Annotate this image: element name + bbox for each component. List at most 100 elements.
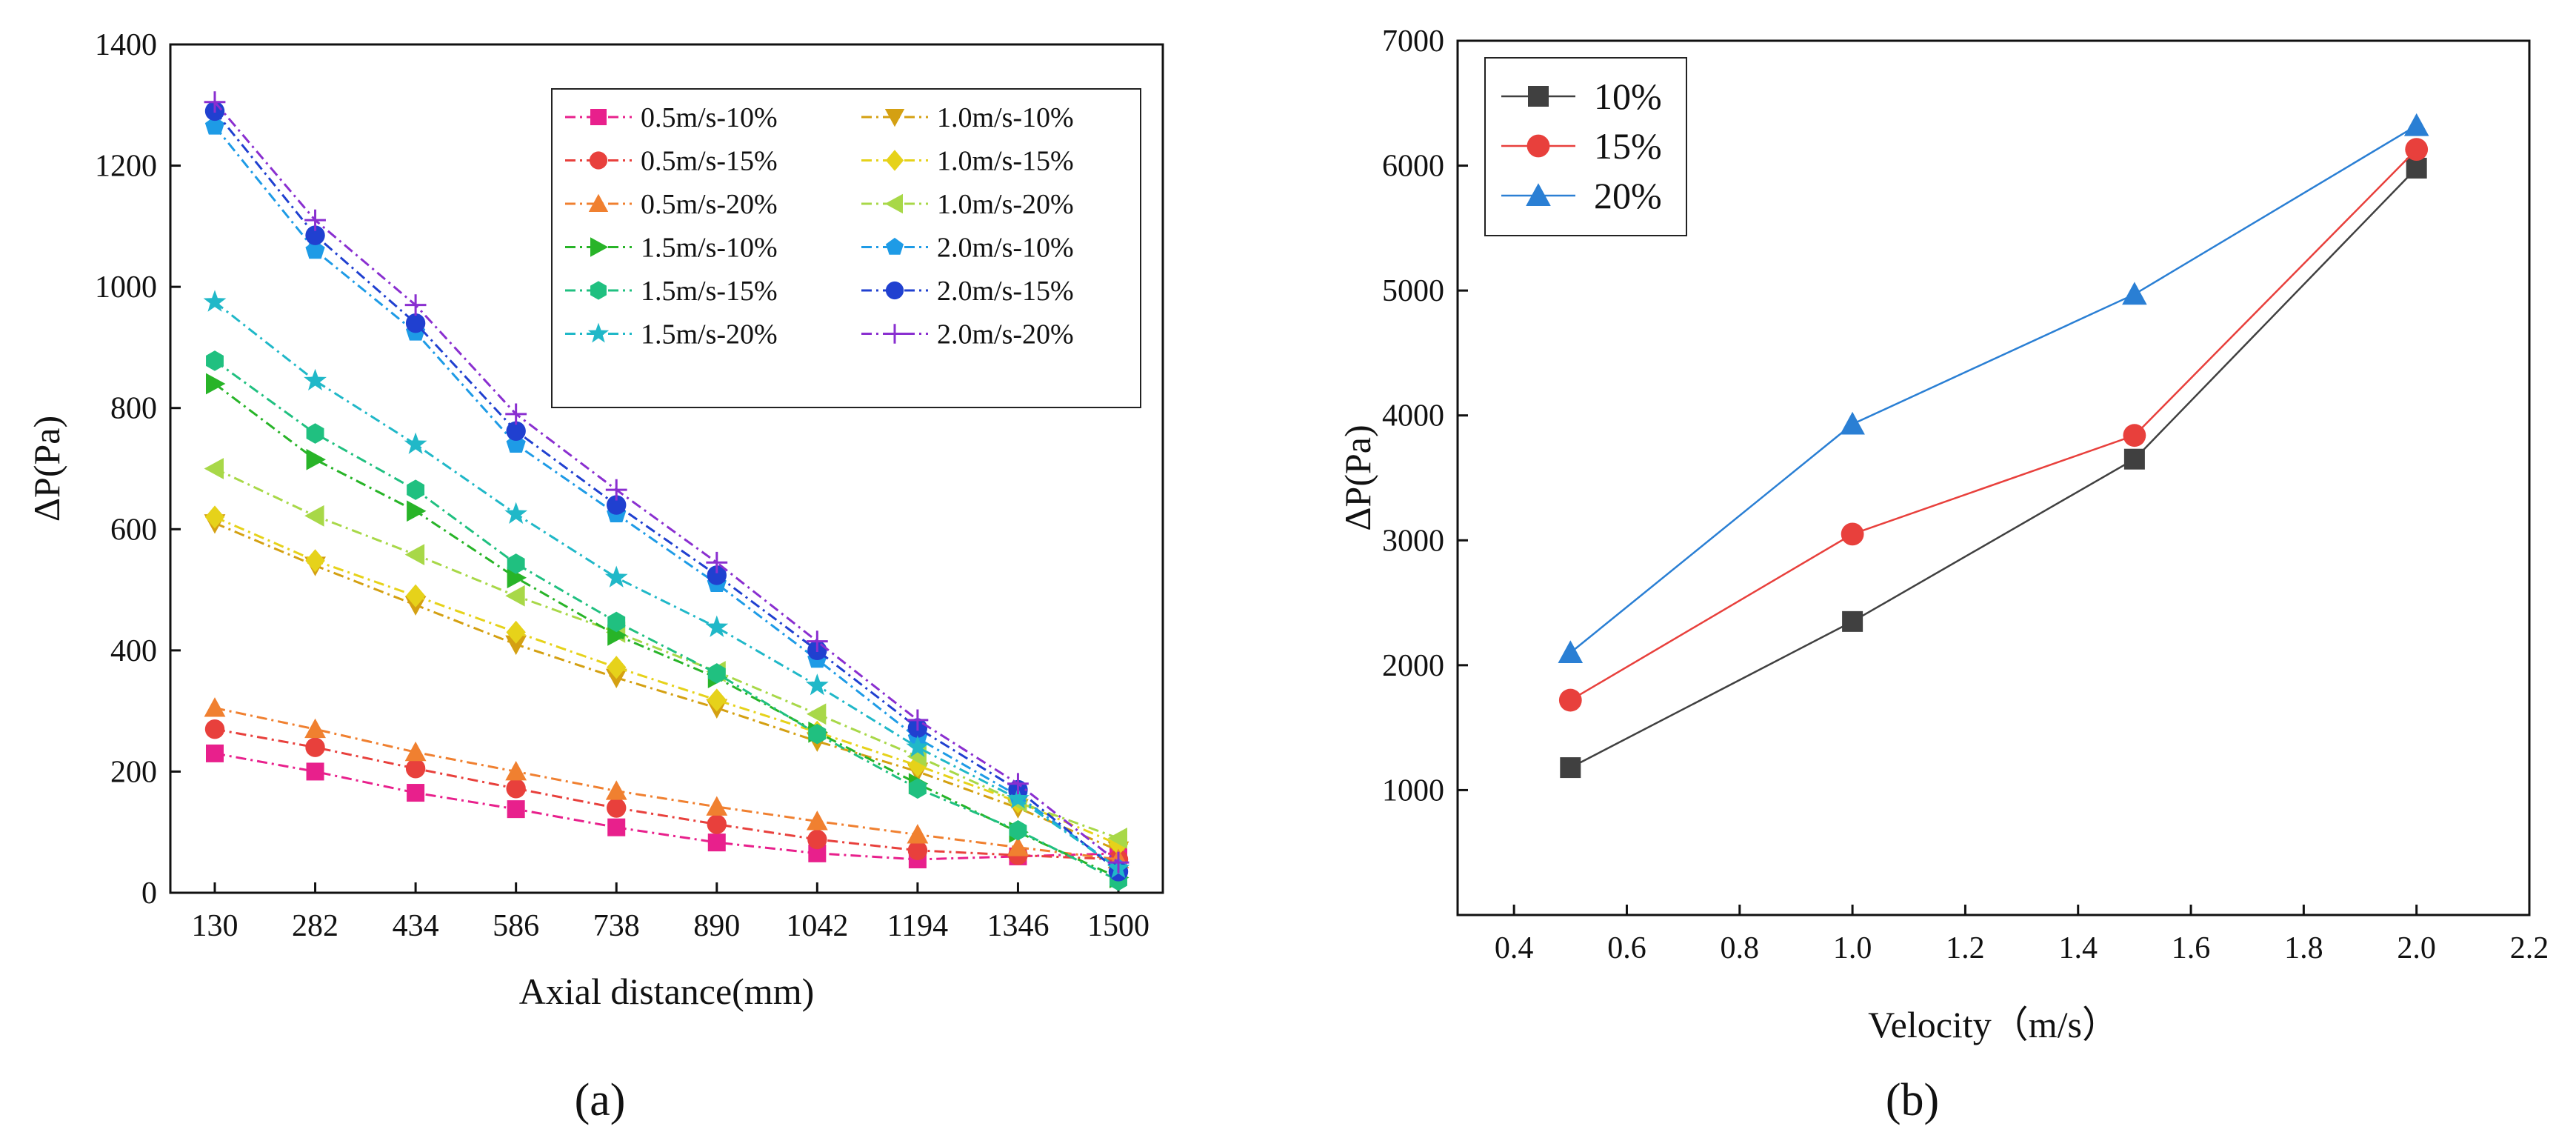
data-point — [1842, 610, 1863, 632]
data-point — [404, 432, 427, 454]
data-point — [504, 502, 528, 524]
y-tick-label: 3000 — [1382, 524, 1444, 558]
data-point — [2406, 157, 2427, 179]
data-point — [505, 761, 527, 781]
y-axis-title: ΔP(Pa) — [26, 416, 67, 522]
x-tick-label: 2.2 — [2510, 931, 2549, 965]
data-point — [506, 421, 526, 441]
legend-label: 0.5m/s-10% — [641, 102, 778, 133]
series-1-0m-s-15 — [204, 505, 1129, 856]
data-point — [203, 290, 227, 312]
legend-entry-1-5m-s-15: 1.5m/s-15% — [565, 276, 778, 307]
data-point — [2122, 282, 2147, 305]
legend-marker — [885, 281, 904, 300]
data-point — [1007, 836, 1029, 856]
data-point — [204, 91, 226, 113]
x-tick-label: 1346 — [987, 909, 1049, 943]
data-point — [707, 663, 726, 684]
y-tick-label: 1200 — [95, 150, 157, 184]
x-tick-label: 890 — [693, 909, 740, 943]
legend-marker — [590, 237, 609, 257]
data-point — [1841, 522, 1864, 546]
data-point — [607, 611, 626, 633]
data-point — [407, 784, 425, 802]
series-line — [214, 467, 1119, 839]
legend-marker — [590, 109, 607, 125]
data-point — [506, 620, 526, 644]
series-20 — [1558, 113, 2429, 663]
series-line — [1569, 124, 2417, 653]
data-point — [2405, 138, 2429, 162]
data-point — [405, 313, 426, 333]
data-point — [404, 741, 427, 762]
data-point — [407, 500, 427, 522]
y-tick-label: 1400 — [95, 28, 157, 62]
legend-label: 10% — [1594, 76, 1662, 117]
data-point — [505, 585, 525, 607]
data-point — [306, 762, 324, 781]
series-line — [1569, 148, 2417, 702]
series-line — [213, 110, 1119, 873]
legend-entry-2-0m-s-15: 2.0m/s-15% — [861, 276, 1074, 307]
legend-entry-2-0m-s-20: 2.0m/s-20% — [861, 319, 1074, 350]
series-line — [213, 125, 1119, 870]
data-point — [806, 703, 827, 725]
data-point — [506, 779, 526, 799]
data-point — [607, 798, 627, 818]
data-point — [305, 737, 325, 757]
panel-b-chart: 1000 2000 3000 4000 5000 6000 7000 0.4 0.6 0.8 1.0… — [1337, 24, 2549, 1045]
legend-label: 1.5m/s-15% — [641, 276, 778, 307]
y-tick-label: 1000 — [95, 270, 157, 305]
legend-label: 2.0m/s-15% — [937, 276, 1074, 307]
legend-label: 2.0m/s-10% — [937, 233, 1074, 264]
legend-entry-1-0m-s-10: 1.0m/s-10% — [861, 102, 1074, 133]
data-point — [607, 818, 626, 836]
series-line — [214, 516, 1119, 845]
data-point — [304, 368, 327, 391]
data-point — [1107, 851, 1129, 874]
data-point — [206, 373, 226, 395]
series-line — [213, 101, 1119, 864]
y-tick-label: 400 — [110, 634, 157, 668]
x-tick-label: 1500 — [1087, 909, 1149, 943]
data-point — [1007, 787, 1030, 809]
x-tick-label: 0.4 — [1495, 931, 1534, 965]
data-point — [907, 753, 928, 777]
data-point — [808, 723, 827, 745]
legend: 0.5m/s-10% 1.0m/s-10% 0.5m/s-15% 1.0m/s-15%… — [551, 88, 1141, 408]
x-tick-label: 2.0 — [2397, 931, 2436, 965]
legend-marker — [885, 237, 904, 255]
series-0-5m-s-15 — [204, 719, 1129, 870]
panel-a-label: (a) — [575, 1075, 626, 1125]
x-tick-label: 0.6 — [1607, 931, 1646, 965]
legend-marker — [587, 322, 610, 343]
x-tick-label: 1194 — [887, 909, 948, 943]
x-tick-label: 586 — [493, 909, 539, 943]
data-point — [2123, 424, 2146, 447]
data-point — [2403, 113, 2429, 136]
data-point — [204, 505, 225, 529]
data-point — [707, 688, 727, 712]
legend-box — [551, 88, 1141, 408]
data-point — [906, 735, 930, 757]
series-line — [214, 728, 1119, 861]
data-point — [907, 840, 928, 860]
data-point — [807, 829, 827, 850]
series-2-0m-s-20 — [204, 91, 1129, 874]
data-point — [507, 800, 525, 819]
data-point — [206, 744, 224, 762]
legend-label: 15% — [1594, 125, 1662, 167]
series-1-0m-s-10 — [204, 514, 1129, 862]
legend: 10% 15% 20% — [1484, 57, 1687, 236]
legend-marker — [885, 150, 904, 171]
legend-entry-1-5m-s-20: 1.5m/s-20% — [565, 319, 778, 350]
data-point — [206, 350, 224, 371]
legend-marker — [588, 193, 609, 212]
legend-marker — [884, 193, 903, 214]
legend-label: 0.5m/s-15% — [641, 146, 778, 177]
legend-marker — [884, 324, 905, 344]
data-point — [306, 423, 324, 444]
x-tick-label: 1.4 — [2058, 931, 2098, 965]
data-point — [1840, 411, 1865, 435]
